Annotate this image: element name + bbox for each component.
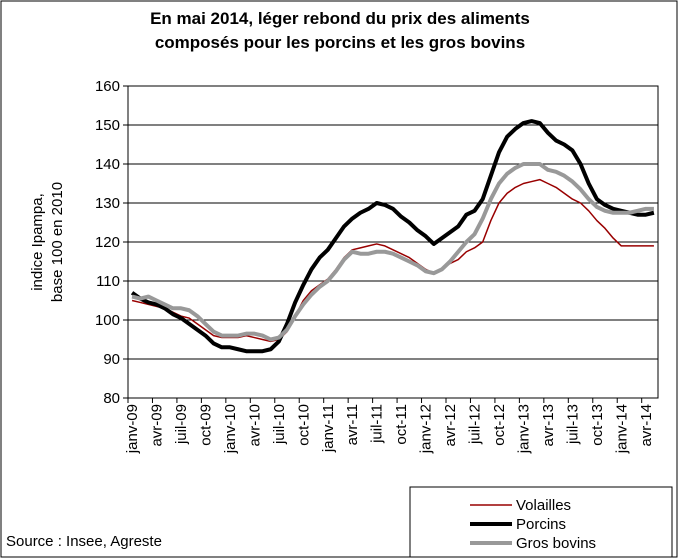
x-tick-label: avr-12 [442,404,459,447]
x-tick-label: oct-12 [491,404,508,446]
y-axis-label: base 100 en 2010 [49,182,66,302]
x-tick-label: oct-13 [589,404,606,446]
y-tick-label: 90 [103,351,120,368]
series-line [130,119,655,354]
x-tick-label: janv-12 [418,404,435,454]
source-note: Source : Insee, Agreste [6,533,162,550]
y-tick-label: 120 [95,234,120,251]
series-line [131,178,654,343]
y-tick-label: 80 [103,390,120,407]
y-tick-label: 140 [95,156,120,173]
x-tick-label: juil-10 [271,404,288,445]
y-tick-label: 100 [95,312,120,329]
x-tick-label: janv-14 [613,404,630,454]
chart-title: composés pour les porcins et les gros bo… [155,33,525,52]
chart-title: En mai 2014, léger rebond du prix des al… [150,9,530,28]
x-tick-label: avr-11 [344,404,361,445]
x-tick-label: oct-10 [295,404,312,446]
x-tick-label: avr-10 [246,404,263,447]
x-tick-label: janv-10 [222,404,239,454]
legend-label: Volailles [516,497,571,514]
y-tick-label: 150 [95,117,120,134]
legend-label: Gros bovins [516,535,596,552]
y-axis-label: indice Ipampa, [29,193,46,291]
x-tick-label: avr-13 [540,404,557,447]
plot-frame [127,85,659,399]
x-tick-label: juil-12 [467,404,484,445]
x-tick-label: juil-09 [173,404,190,445]
x-tick-label: avr-14 [638,404,655,447]
x-tick-label: oct-11 [393,404,410,445]
x-tick-label: janv-11 [320,404,337,453]
y-tick-label: 130 [95,195,120,212]
x-tick-label: janv-13 [515,404,532,454]
y-tick-label: 160 [95,78,120,95]
x-tick-label: oct-09 [197,404,214,446]
x-tick-label: juil-11 [369,404,386,444]
legend-label: Porcins [516,516,566,533]
legend-box [409,486,673,558]
x-tick-label: avr-09 [149,404,166,447]
series-line [131,162,654,342]
x-tick-label: janv-09 [124,404,141,454]
y-tick-label: 110 [96,273,120,290]
x-tick-label: juil-13 [564,404,581,445]
